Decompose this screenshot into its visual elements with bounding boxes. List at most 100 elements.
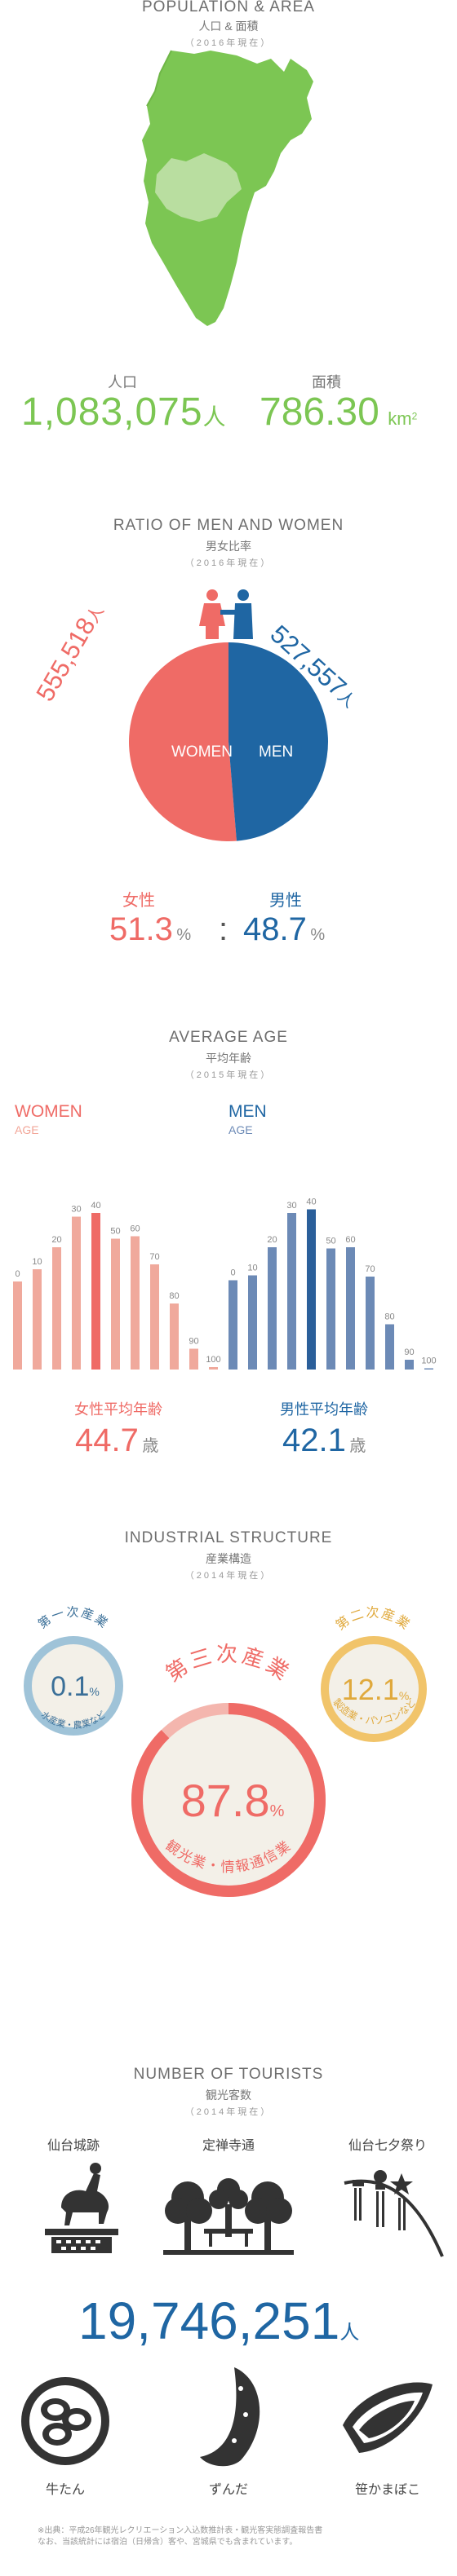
gender-year: （2016年現在） xyxy=(184,558,273,568)
age-tick-60: 60 xyxy=(130,1224,140,1234)
age-bar-10 xyxy=(33,1269,42,1370)
age-bar-100 xyxy=(424,1368,433,1370)
tourists-total-value: 19,746,251 xyxy=(78,2291,340,2350)
age-tick-60: 60 xyxy=(345,1235,355,1245)
couple-icon xyxy=(199,589,253,639)
women-count-value: 555,518 xyxy=(30,612,101,707)
tourists-title: NUMBER OF TOURISTS xyxy=(133,2066,324,2083)
area-unit: km xyxy=(388,408,412,429)
area-label: 面積 xyxy=(312,374,341,390)
pct-separator: : xyxy=(219,911,228,947)
tree-lined-street-icon xyxy=(163,2178,294,2255)
age-tick-80: 80 xyxy=(169,1291,179,1301)
age-bar-100 xyxy=(209,1367,218,1370)
population-year: （2016年現在） xyxy=(184,38,273,48)
age-bar-80 xyxy=(385,1324,394,1370)
men-jp-label: 男性 xyxy=(269,892,302,910)
age-bar-50 xyxy=(111,1238,120,1370)
women-jp-label: 女性 xyxy=(122,892,155,910)
tourists-year: （2014年現在） xyxy=(184,2107,273,2117)
age-tick-20: 20 xyxy=(267,1235,277,1245)
age-bar-60 xyxy=(346,1247,355,1370)
age-bar-50 xyxy=(326,1248,335,1370)
age-bar-70 xyxy=(150,1264,159,1370)
age-tick-90: 90 xyxy=(404,1348,414,1357)
women-pct-unit: % xyxy=(176,926,192,944)
men-age-bars: 0 10 20 30 40 50 60 70 80 90 100 xyxy=(228,1198,437,1370)
spot-label-tanabata: 仙台七夕祭り xyxy=(348,2139,427,2153)
secondary-label: 第二次産業 xyxy=(333,1605,413,1633)
age-bar-40 xyxy=(91,1213,100,1370)
food-label-zunda: ずんだ xyxy=(208,2483,248,2497)
tertiary-value: 87.8% xyxy=(180,1775,285,1826)
age-bar-60 xyxy=(131,1236,140,1370)
age-tick-40: 40 xyxy=(91,1201,100,1211)
age-tick-20: 20 xyxy=(51,1235,61,1245)
women-avg-label: 女性平均年齢 xyxy=(74,1401,162,1418)
pie-label-women: WOMEN xyxy=(171,743,233,761)
population-unit: 人 xyxy=(202,404,226,430)
age-bar-30 xyxy=(287,1213,296,1370)
men-age-label: AGE xyxy=(228,1123,253,1136)
tertiary-ring xyxy=(131,1703,326,1897)
sasakamaboko-icon xyxy=(343,2382,433,2453)
spot-label-street: 定禅寺通 xyxy=(202,2139,255,2153)
footnote: ※出典：平成26年観光レクリエーション入込数推計表・観光客実態調査報告書 なお、… xyxy=(38,2525,454,2548)
industry-year: （2014年現在） xyxy=(184,1571,273,1581)
population-label: 人口 xyxy=(108,374,137,390)
pie-slice-women xyxy=(128,642,237,841)
age-tick-40: 40 xyxy=(306,1198,316,1207)
age-tick-70: 70 xyxy=(365,1264,375,1274)
age-tick-100: 100 xyxy=(206,1355,220,1365)
men-avg-value: 42.1 xyxy=(282,1423,346,1458)
zunda-icon xyxy=(200,2367,260,2467)
age-tick-10: 10 xyxy=(32,1257,42,1267)
women-pct-value: 51.3 xyxy=(109,911,173,947)
secondary-value: 12.1% xyxy=(341,1673,410,1706)
secondary-ring xyxy=(321,1636,427,1742)
tourists-subtitle: 観光客数 xyxy=(206,2089,251,2102)
women-avg: 44.7 歳 xyxy=(75,1423,158,1459)
age-tick-70: 70 xyxy=(149,1252,159,1262)
men-pct: 48.7 % xyxy=(243,911,325,948)
age-year: （2015年現在） xyxy=(184,1070,273,1080)
age-bar-charts: 0 10 20 30 40 50 60 70 80 90 100 0 10 20 30 40 50 60 70 80… xyxy=(13,1198,437,1370)
gender-title: RATIO OF MEN AND WOMEN xyxy=(113,517,344,534)
men-pct-unit: % xyxy=(310,926,326,944)
age-bar-90 xyxy=(189,1348,198,1370)
age-bar-0 xyxy=(13,1281,22,1370)
footnote-line-1: ※出典：平成26年観光レクリエーション入込数推計表・観光客実態調査報告書 xyxy=(38,2526,323,2535)
sendai-map xyxy=(142,50,313,326)
tertiary-label: 第三次産業 xyxy=(162,1642,296,1687)
population-figure: 1,083,075人 xyxy=(21,390,226,434)
age-bar-0 xyxy=(228,1280,237,1370)
age-tick-80: 80 xyxy=(384,1312,394,1322)
age-tick-100: 100 xyxy=(421,1356,436,1366)
women-avg-value: 44.7 xyxy=(75,1423,139,1458)
age-tick-50: 50 xyxy=(110,1227,120,1237)
tanabata-decoration-icon xyxy=(344,2170,444,2257)
age-bar-20 xyxy=(52,1247,61,1370)
women-avg-unit: 歳 xyxy=(142,1437,159,1455)
primary-label: 第一次産業 xyxy=(35,1605,111,1631)
men-avg-label: 男性平均年齢 xyxy=(280,1401,368,1418)
age-subtitle: 平均年齢 xyxy=(206,1052,251,1065)
tourists-total-unit: 人 xyxy=(339,2322,360,2344)
age-tick-0: 0 xyxy=(15,1269,20,1279)
castle-statue-icon xyxy=(45,2163,118,2253)
footnote-line-2: なお、当該統計には宿泊（日帰含）客や、宮城県でも含まれています。 xyxy=(38,2538,298,2547)
age-tick-10: 10 xyxy=(247,1264,257,1273)
gender-pie-chart: WOMEN MEN xyxy=(128,642,328,841)
area-figure: 786.30 km2 xyxy=(260,390,417,434)
secondary-ring-fill xyxy=(325,1640,423,1738)
men-avg: 42.1 歳 xyxy=(282,1423,366,1459)
population-subtitle: 人口 & 面積 xyxy=(198,20,259,33)
tourists-total: 19,746,251人 xyxy=(78,2291,359,2351)
tertiary-ring-fill xyxy=(137,1709,320,1891)
primary-ring-fill xyxy=(28,1640,119,1731)
primary-value: 0.1% xyxy=(51,1671,100,1702)
food-label-sasakamaboko: 笹かまぼこ xyxy=(354,2483,420,2497)
population-title: POPULATION & AREA xyxy=(142,0,315,15)
men-pct-value: 48.7 xyxy=(243,911,307,947)
age-bar-40 xyxy=(307,1209,316,1370)
